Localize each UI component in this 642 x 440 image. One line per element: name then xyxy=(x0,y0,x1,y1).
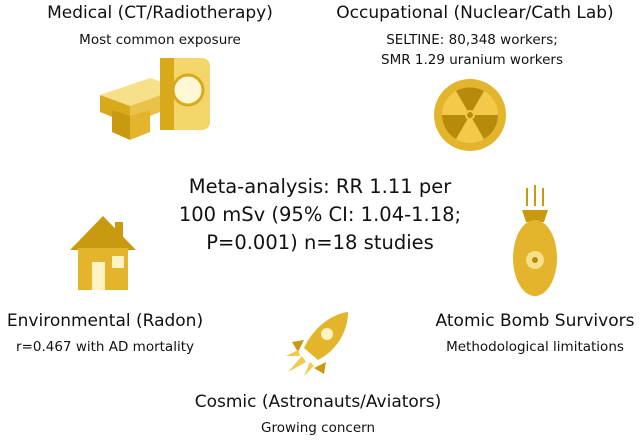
node-text: r=0.467 with AD mortality xyxy=(16,339,194,355)
node-title: Occupational (Nuclear/Cath Lab) xyxy=(336,3,614,23)
node-title: Environmental (Radon) xyxy=(6,311,204,331)
node-text: Most common exposure xyxy=(79,32,241,48)
node-title: Cosmic (Astronauts/Aviators) xyxy=(194,392,442,412)
center-text: P=0.001) n=18 studies xyxy=(206,231,434,254)
node-title: Medical (CT/Radiotherapy) xyxy=(47,3,273,23)
node-text: SELTINE: 80,348 workers; xyxy=(386,32,558,48)
node-text: Methodological limitations xyxy=(446,339,624,355)
center-text: 100 mSv (95% CI: 1.04-1.18; xyxy=(178,203,462,226)
bomb-icon xyxy=(513,185,557,296)
node-text: SMR 1.29 uranium workers xyxy=(381,52,563,68)
node-text: Growing concern xyxy=(260,420,376,436)
house-icon xyxy=(70,216,136,290)
center-text: Meta-analysis: RR 1.11 per xyxy=(188,175,452,198)
radiation-icon xyxy=(434,79,506,151)
ct-scanner-icon xyxy=(100,58,210,140)
node-title: Atomic Bomb Survivors xyxy=(435,311,635,331)
rocket-icon xyxy=(286,312,348,376)
